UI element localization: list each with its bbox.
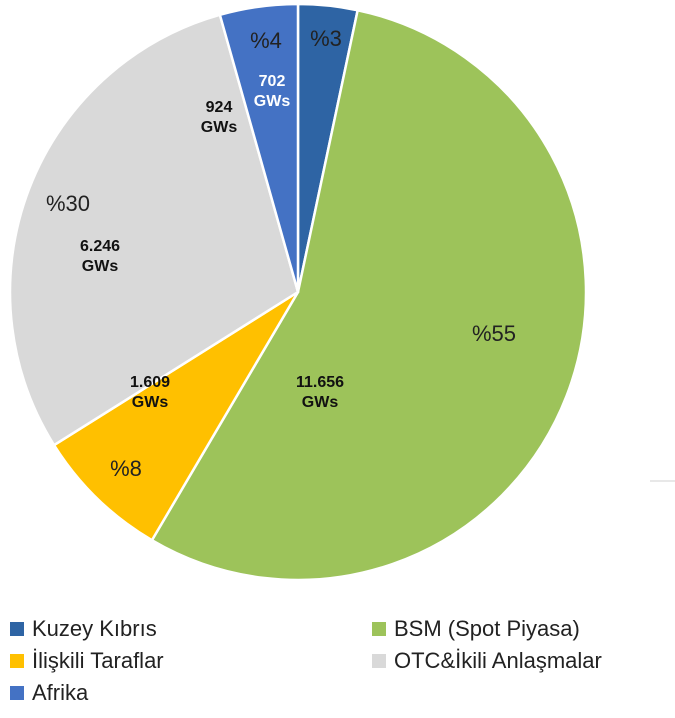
value-label: 11.656 GWs	[295, 374, 345, 411]
legend-label: BSM (Spot Piyasa)	[394, 616, 580, 641]
legend-swatch	[372, 654, 386, 668]
legend-item: Kuzey Kıbrıs	[10, 616, 157, 642]
pie-slice	[150, 8, 588, 582]
percent-label: %3	[310, 26, 342, 51]
legend-swatch	[10, 654, 24, 668]
pie-slice	[52, 290, 300, 542]
legend-label: Kuzey Kıbrıs	[32, 616, 157, 641]
percent-label: %55	[472, 321, 516, 346]
legend-swatch	[10, 686, 24, 700]
percent-label: %30	[46, 191, 90, 216]
percent-label: %8	[110, 456, 142, 481]
value-label: 1.609 GWs	[129, 374, 171, 411]
pie-area: %3 %55 %8 %30 %4	[8, 2, 675, 582]
legend-swatch	[10, 622, 24, 636]
legend-item: BSM (Spot Piyasa)	[372, 616, 580, 642]
percent-label: %4	[250, 28, 282, 53]
value-label: 702 GWs	[253, 73, 291, 110]
legend-label: Afrika	[32, 680, 89, 705]
legend-swatch	[372, 622, 386, 636]
pie-slice	[218, 2, 300, 293]
legend-item: Afrika	[10, 680, 88, 706]
pie-slice	[8, 13, 300, 447]
legend-item: OTC&İkili Anlaşmalar	[372, 648, 602, 674]
legend-label: İlişkili Taraflar	[32, 648, 164, 673]
legend-item: İlişkili Taraflar	[10, 648, 164, 674]
value-label: 6.246 GWs	[79, 238, 121, 275]
value-label: 924 GWs	[200, 99, 238, 136]
legend-label: OTC&İkili Anlaşmalar	[394, 648, 602, 673]
